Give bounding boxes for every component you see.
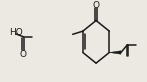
Text: O: O [93, 1, 100, 10]
Text: HO: HO [9, 28, 22, 37]
Polygon shape [109, 51, 121, 54]
Text: O: O [20, 50, 27, 59]
